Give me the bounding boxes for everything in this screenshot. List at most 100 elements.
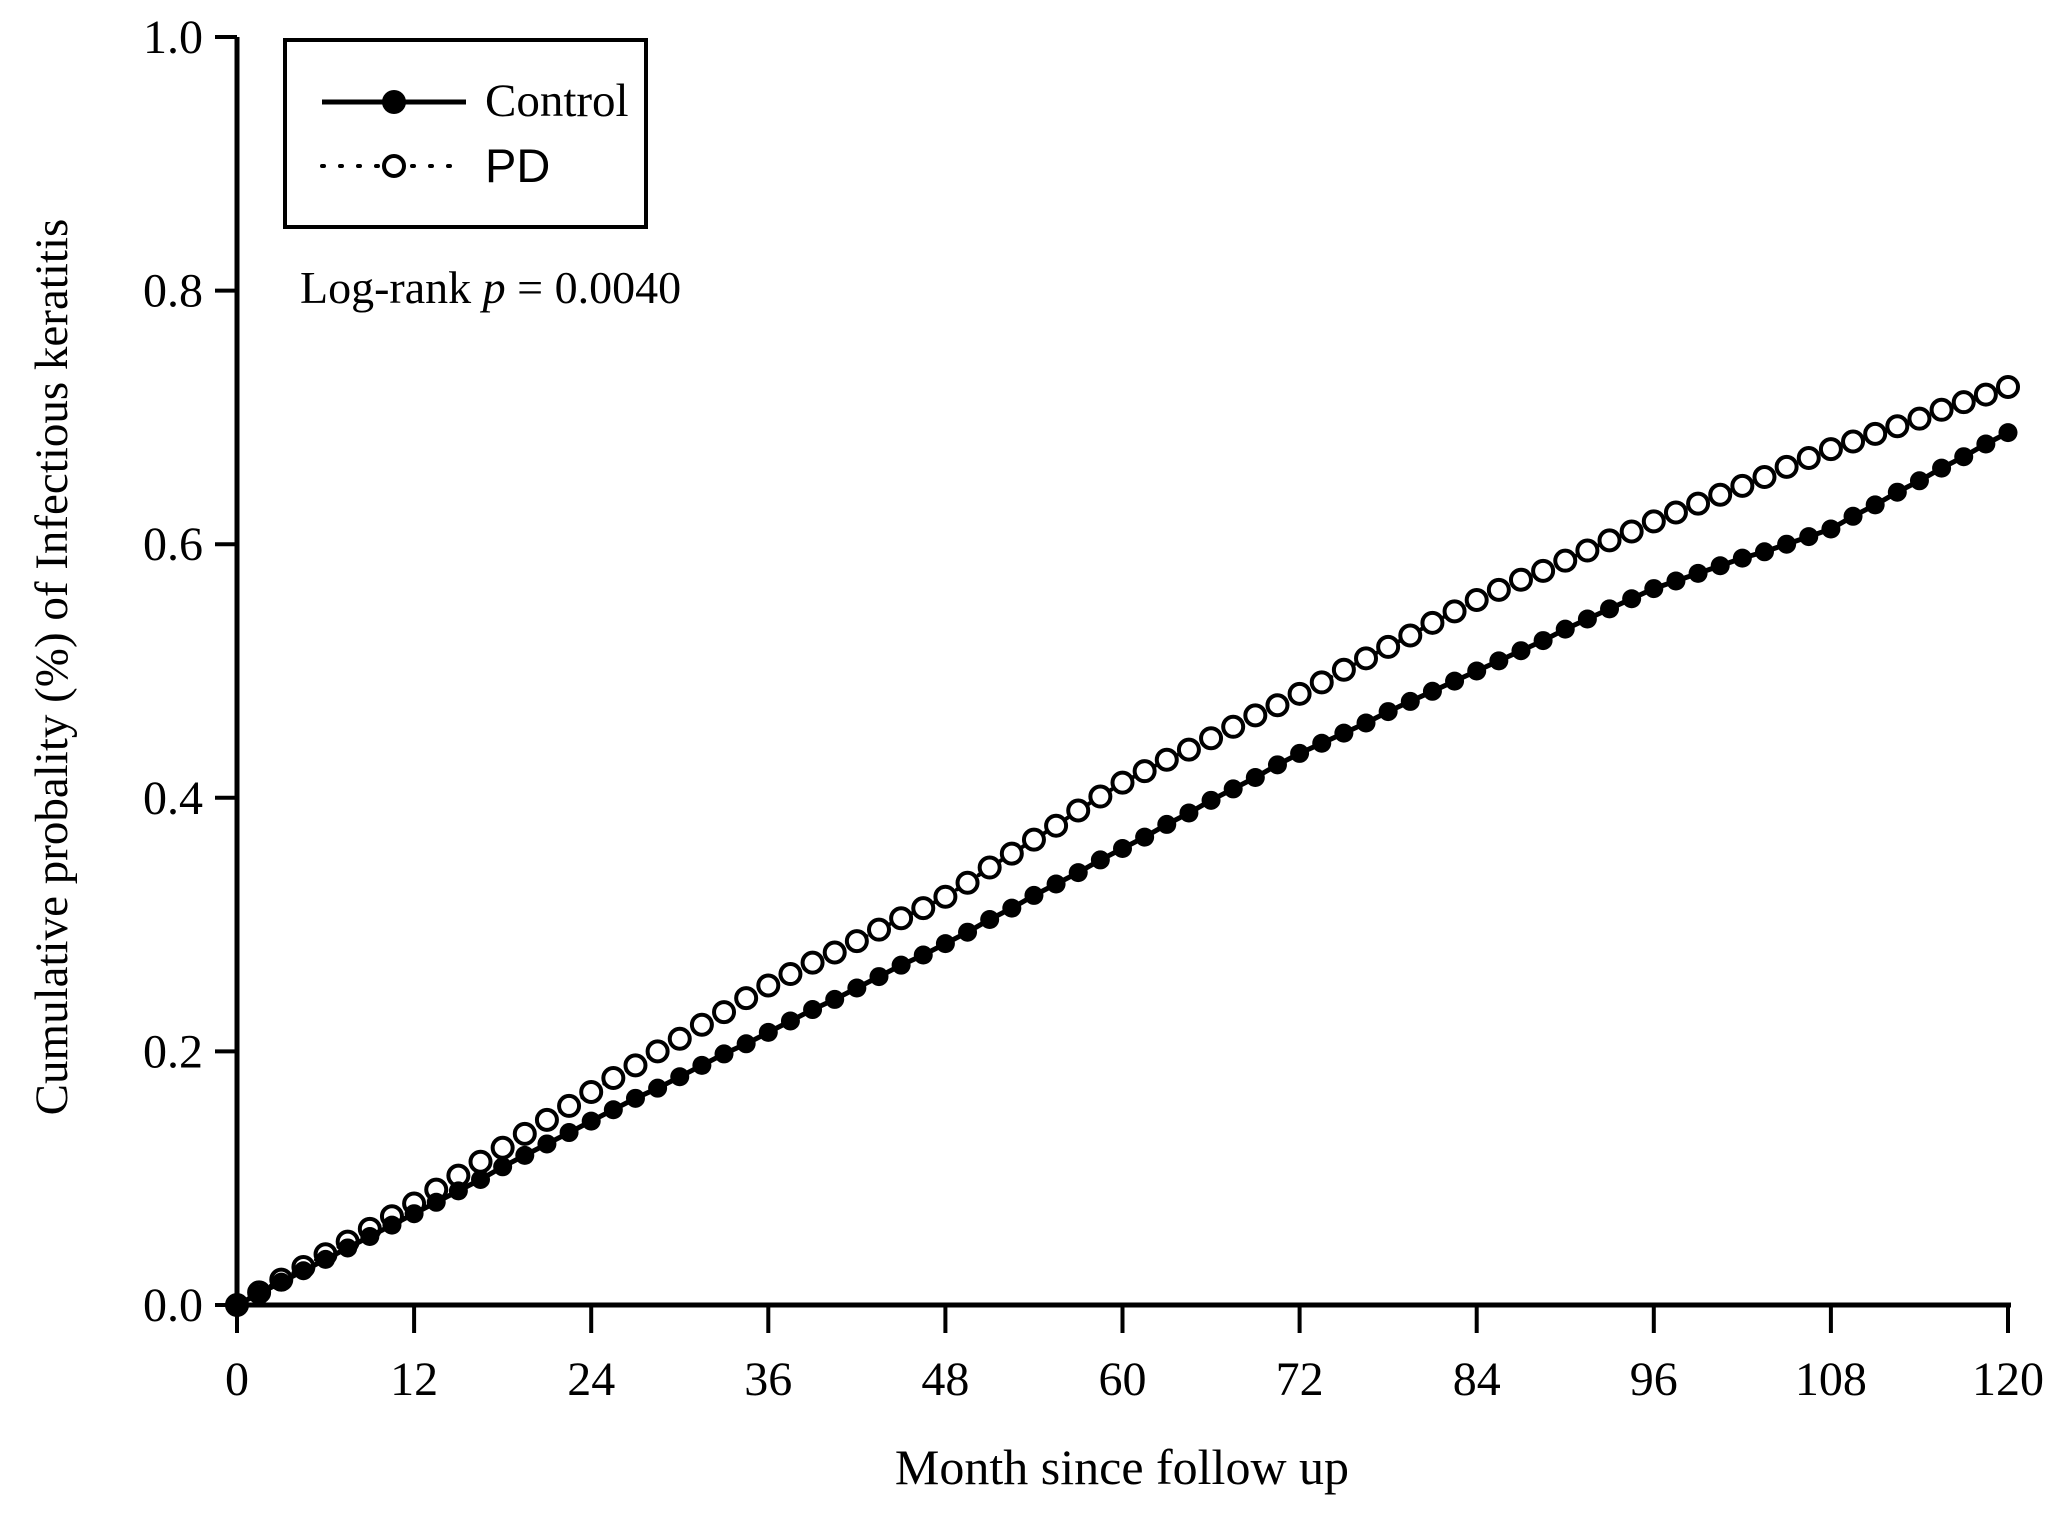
marker-pd-74 xyxy=(1863,421,1888,446)
marker-pd-42 xyxy=(1154,747,1179,772)
marker-pd-24 xyxy=(756,973,781,998)
marker-control-71 xyxy=(1799,527,1819,547)
marker-pd-27 xyxy=(822,940,847,965)
marker-pd-37 xyxy=(1044,813,1069,838)
marker-pd-71 xyxy=(1796,445,1821,470)
marker-pd-65 xyxy=(1663,500,1688,525)
marker-control-14 xyxy=(537,1134,557,1154)
marker-pd-56 xyxy=(1464,587,1489,612)
marker-control-22 xyxy=(714,1044,734,1064)
marker-control-50 xyxy=(1334,723,1354,743)
y-axis-title: Cumulative probality (%) of Infectious k… xyxy=(26,218,78,1116)
marker-control-73 xyxy=(1843,506,1863,526)
marker-control-21 xyxy=(692,1055,712,1075)
legend: Control PD xyxy=(283,38,648,229)
marker-control-64 xyxy=(1644,579,1664,599)
x-tick-label-6: 72 xyxy=(1276,1353,1324,1406)
marker-control-7 xyxy=(382,1215,402,1235)
marker-control-75 xyxy=(1887,482,1907,502)
marker-control-43 xyxy=(1179,803,1199,823)
marker-control-54 xyxy=(1422,681,1442,701)
x-tick-label-2: 24 xyxy=(567,1353,615,1406)
filled-circle-solid-line-icon xyxy=(322,89,466,114)
marker-control-39 xyxy=(1090,850,1110,870)
marker-pd-55 xyxy=(1442,599,1467,624)
marker-pd-29 xyxy=(866,917,891,942)
marker-control-48 xyxy=(1290,743,1310,763)
marker-pd-46 xyxy=(1243,703,1268,728)
marker-pd-48 xyxy=(1287,681,1312,706)
x-tick-label-10: 120 xyxy=(1972,1353,2044,1406)
marker-pd-39 xyxy=(1088,784,1113,809)
marker-control-69 xyxy=(1754,542,1774,562)
y-tick-label-5: 1.0 xyxy=(143,11,203,64)
marker-control-15 xyxy=(559,1123,579,1143)
marker-pd-79 xyxy=(1973,382,1998,407)
marker-control-76 xyxy=(1909,471,1929,491)
marker-control-28 xyxy=(847,978,867,998)
marker-control-36 xyxy=(1024,885,1044,905)
marker-control-51 xyxy=(1356,713,1376,733)
marker-control-33 xyxy=(958,922,978,942)
marker-control-19 xyxy=(648,1078,668,1098)
log-rank-value: = 0.0040 xyxy=(505,262,682,313)
marker-pd-57 xyxy=(1486,577,1511,602)
marker-control-3 xyxy=(293,1261,313,1281)
y-tick-label-3: 0.6 xyxy=(143,518,203,571)
marker-pd-26 xyxy=(800,950,825,975)
marker-pd-54 xyxy=(1420,610,1445,635)
marker-control-25 xyxy=(780,1011,800,1031)
marker-pd-38 xyxy=(1066,798,1091,823)
legend-label-control: Control xyxy=(485,75,629,127)
marker-control-16 xyxy=(581,1111,601,1131)
y-tick-label-4: 0.8 xyxy=(143,265,203,318)
marker-pd-63 xyxy=(1619,519,1644,544)
marker-control-5 xyxy=(338,1238,358,1258)
marker-pd-11 xyxy=(468,1149,493,1174)
marker-pd-66 xyxy=(1686,491,1711,516)
x-tick-label-0: 0 xyxy=(225,1353,249,1406)
marker-control-38 xyxy=(1068,863,1088,883)
marker-pd-58 xyxy=(1508,567,1533,592)
marker-pd-21 xyxy=(689,1012,714,1037)
marker-pd-32 xyxy=(933,884,958,909)
marker-control-63 xyxy=(1622,589,1642,609)
marker-pd-28 xyxy=(844,929,869,954)
marker-control-52 xyxy=(1378,702,1398,722)
marker-pd-64 xyxy=(1641,509,1666,534)
marker-control-77 xyxy=(1932,458,1952,478)
marker-control-4 xyxy=(316,1249,336,1269)
marker-pd-30 xyxy=(889,906,914,931)
marker-control-6 xyxy=(360,1227,380,1247)
marker-pd-44 xyxy=(1199,726,1224,751)
x-tick-label-3: 36 xyxy=(744,1353,792,1406)
marker-pd-53 xyxy=(1398,623,1423,648)
marker-pd-19 xyxy=(645,1039,670,1064)
marker-pd-18 xyxy=(623,1053,648,1078)
marker-control-11 xyxy=(471,1169,491,1189)
marker-pd-45 xyxy=(1221,714,1246,739)
marker-pd-75 xyxy=(1885,414,1910,439)
marker-control-72 xyxy=(1821,519,1841,539)
marker-control-58 xyxy=(1511,641,1531,661)
marker-control-35 xyxy=(1002,898,1022,918)
y-tick-label-2: 0.4 xyxy=(143,772,203,825)
marker-control-24 xyxy=(758,1022,778,1042)
marker-control-41 xyxy=(1135,827,1155,847)
marker-control-32 xyxy=(935,934,955,954)
marker-control-26 xyxy=(803,1000,823,1020)
marker-control-23 xyxy=(736,1034,756,1054)
marker-pd-51 xyxy=(1354,646,1379,671)
marker-pd-77 xyxy=(1929,397,1954,422)
marker-control-70 xyxy=(1777,534,1797,554)
marker-control-78 xyxy=(1954,447,1974,467)
marker-control-18 xyxy=(625,1088,645,1108)
marker-control-37 xyxy=(1046,874,1066,894)
marker-control-27 xyxy=(825,989,845,1009)
y-tick-label-0: 0.0 xyxy=(143,1279,203,1332)
marker-control-9 xyxy=(426,1192,446,1212)
marker-control-42 xyxy=(1157,814,1177,834)
marker-control-17 xyxy=(603,1100,623,1120)
marker-pd-34 xyxy=(977,855,1002,880)
marker-pd-22 xyxy=(712,1000,737,1025)
